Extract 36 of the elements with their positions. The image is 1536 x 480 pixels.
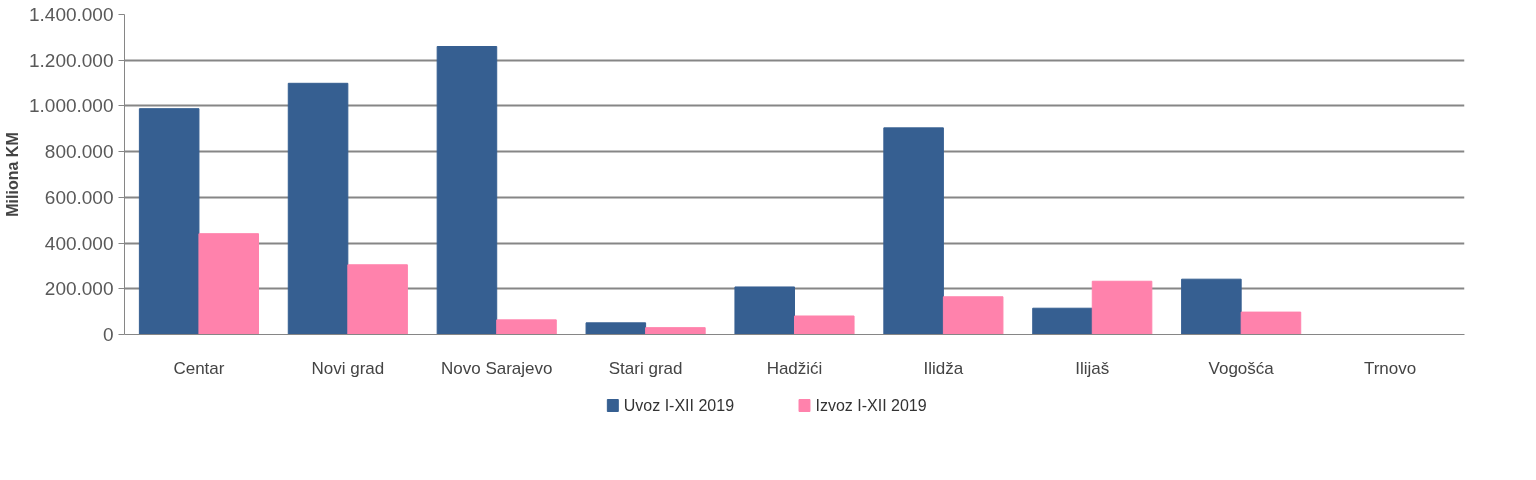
y-tick-label: 800.000: [44, 141, 114, 163]
bar: [347, 264, 408, 335]
bar: [645, 327, 706, 335]
x-tick-label: Centar: [173, 358, 225, 378]
x-tick-label: Novo Sarajevo: [440, 358, 553, 378]
x-tick-label: Vogošća: [1208, 358, 1275, 378]
x-tick-label: Ilidža: [923, 358, 964, 378]
bar: [585, 322, 647, 335]
bar: [1181, 278, 1242, 335]
y-tick-label: 600.000: [44, 186, 114, 208]
bar: [794, 315, 855, 335]
legend-label: Uvoz I-XII 2019: [623, 397, 735, 414]
bar: [1091, 280, 1153, 335]
x-tick-label: Stari grad: [608, 358, 683, 378]
bar: [198, 233, 259, 335]
bar: [287, 82, 349, 335]
x-tick-label: Novi grad: [311, 358, 385, 378]
y-tick-label: 400.000: [44, 232, 114, 254]
y-tick-label: 200.000: [44, 278, 114, 300]
bar: [942, 296, 1004, 335]
bar: [1240, 311, 1302, 335]
x-tick-label: Ilijaš: [1075, 358, 1110, 378]
y-tick-label: 1.400.000: [28, 4, 114, 25]
y-tick-label: 0: [102, 324, 114, 345]
bar: [496, 319, 557, 335]
bar: [1032, 307, 1093, 335]
x-tick-label: Trnovo: [1363, 358, 1417, 378]
y-tick-label: 1.000.000: [28, 95, 114, 117]
y-axis-title: Miliona KM: [3, 132, 21, 217]
bar: [138, 108, 200, 335]
legend-label: Izvoz I-XII 2019: [815, 397, 927, 414]
bar: [883, 127, 944, 335]
y-tick-label: 1.200.000: [28, 49, 114, 71]
bar: [734, 286, 795, 335]
x-tick-label: Hadžići: [766, 358, 823, 378]
bar: [436, 46, 498, 335]
